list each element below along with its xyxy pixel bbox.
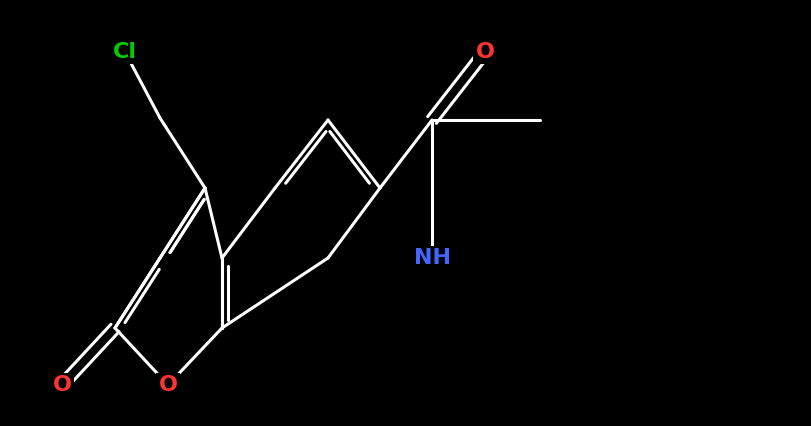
Text: O: O	[53, 375, 71, 395]
Text: NH: NH	[413, 248, 450, 268]
Text: O: O	[475, 42, 494, 62]
Text: O: O	[158, 375, 178, 395]
Text: Cl: Cl	[113, 42, 137, 62]
